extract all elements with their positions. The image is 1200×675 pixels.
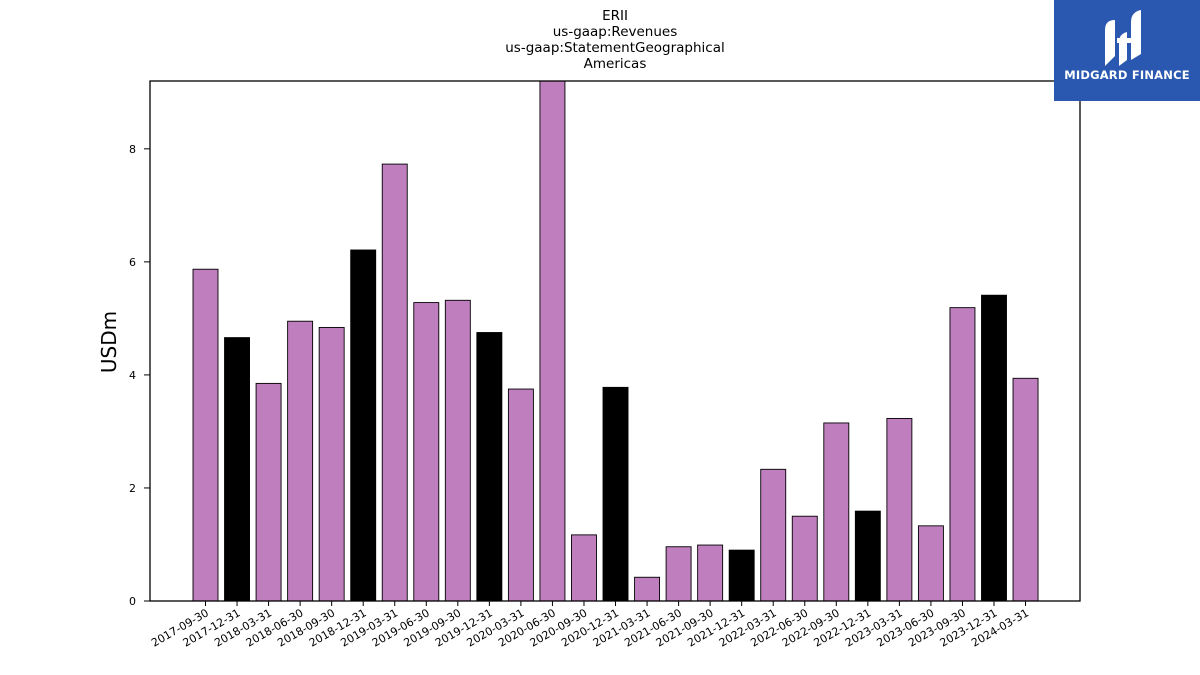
bar bbox=[350, 249, 377, 602]
bar bbox=[760, 468, 787, 602]
bar bbox=[634, 576, 661, 602]
bar bbox=[287, 320, 314, 602]
bar bbox=[224, 337, 250, 602]
bar bbox=[255, 382, 282, 602]
bar bbox=[507, 388, 534, 602]
chart-title: ERIIus-gaap:Revenuesus-gaap:StatementGeo… bbox=[505, 8, 724, 72]
logo-text: MIDGARD FINANCE bbox=[1064, 68, 1190, 82]
bar bbox=[602, 386, 629, 602]
midgard-finance-logo-icon bbox=[1105, 10, 1141, 66]
title-line: Americas bbox=[584, 56, 647, 72]
bar bbox=[571, 534, 597, 602]
bar bbox=[192, 268, 219, 602]
bar bbox=[665, 546, 692, 602]
title-line: us-gaap:StatementGeographical bbox=[505, 40, 724, 56]
bar bbox=[1012, 377, 1039, 602]
y-tick-label: 6 bbox=[129, 256, 136, 269]
bar bbox=[539, 80, 566, 602]
bar bbox=[381, 163, 408, 602]
y-tick-label: 4 bbox=[129, 369, 136, 382]
title-line: ERII bbox=[602, 8, 628, 24]
y-tick-label: 0 bbox=[129, 595, 136, 608]
axes-frame bbox=[149, 80, 1081, 602]
bar bbox=[886, 417, 913, 602]
bar bbox=[791, 515, 818, 602]
bar bbox=[728, 549, 755, 602]
bar bbox=[318, 326, 345, 602]
x-axis: 2017-09-302017-12-312018-03-312018-06-30… bbox=[149, 601, 1031, 650]
bar bbox=[476, 332, 503, 602]
title-line: us-gaap:Revenues bbox=[553, 24, 678, 40]
bar bbox=[444, 299, 471, 602]
bars-group bbox=[192, 80, 1039, 602]
bar bbox=[823, 422, 850, 602]
y-tick-label: 8 bbox=[129, 143, 136, 156]
y-axis-label: USDm bbox=[97, 311, 121, 373]
bar bbox=[854, 510, 881, 602]
midgard-finance-logo: MIDGARD FINANCE bbox=[1054, 0, 1200, 101]
bar bbox=[917, 525, 944, 602]
bar bbox=[697, 544, 724, 602]
bar bbox=[413, 302, 440, 602]
bar bbox=[981, 294, 1007, 602]
y-axis: 0 2 4 6 8 bbox=[129, 143, 150, 608]
y-tick-label: 2 bbox=[129, 482, 136, 495]
bar bbox=[949, 307, 976, 602]
